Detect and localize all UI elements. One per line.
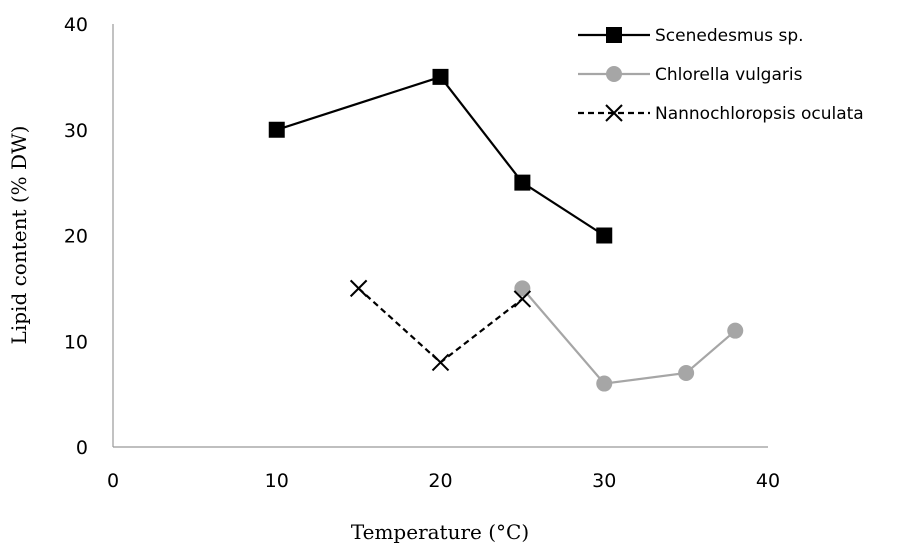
data-point <box>514 174 531 191</box>
x-tick-label: 10 <box>265 470 289 492</box>
series-nannochloropsis-oculata <box>349 279 532 372</box>
x-tick-labels: 0 10 20 30 40 <box>107 470 780 492</box>
data-point <box>596 375 613 392</box>
data-point <box>513 290 532 308</box>
series-scenedesmus-sp <box>268 68 613 244</box>
legend-item-nannochloropsis-oculata: Nannochloropsis oculata <box>578 104 864 124</box>
data-point <box>514 280 531 297</box>
legend-label: Scenedesmus sp. <box>655 26 804 46</box>
x-tick-label: 20 <box>428 470 452 492</box>
series-layer <box>268 68 744 392</box>
y-tick-label: 40 <box>64 14 88 36</box>
y-axis-title: Lipid content (% DW) <box>7 126 31 345</box>
x-tick-label: 0 <box>107 470 119 492</box>
series-line <box>357 287 524 364</box>
data-point <box>268 121 285 138</box>
y-tick-label: 10 <box>64 331 88 353</box>
legend: Scenedesmus sp. Chlorella vulgaris Nannoch… <box>578 26 864 124</box>
legend-item-scenedesmus-sp: Scenedesmus sp. <box>578 26 804 46</box>
data-point <box>727 322 744 339</box>
axes <box>112 24 768 448</box>
y-tick-label: 20 <box>64 226 88 248</box>
legend-marker <box>606 27 622 43</box>
data-point <box>596 227 613 244</box>
x-tick-label: 40 <box>756 470 780 492</box>
y-tick-label: 0 <box>76 437 88 459</box>
series-line <box>276 75 605 237</box>
y-tick-label: 30 <box>64 120 88 142</box>
x-tick-label: 30 <box>592 470 616 492</box>
legend-item-chlorella-vulgaris: Chlorella vulgaris <box>578 65 803 85</box>
x-axis-title: Temperature (°C) <box>351 520 529 544</box>
data-point <box>678 364 695 381</box>
series-line <box>521 287 737 385</box>
data-point <box>349 279 368 298</box>
legend-marker <box>606 66 622 82</box>
legend-marker <box>605 104 623 122</box>
legend-label: Nannochloropsis oculata <box>655 104 864 124</box>
legend-label: Chlorella vulgaris <box>655 65 803 85</box>
data-point <box>432 68 449 85</box>
y-tick-labels: 0 10 20 30 40 <box>64 14 88 459</box>
data-point <box>431 353 450 372</box>
series-chlorella-vulgaris <box>514 280 744 392</box>
